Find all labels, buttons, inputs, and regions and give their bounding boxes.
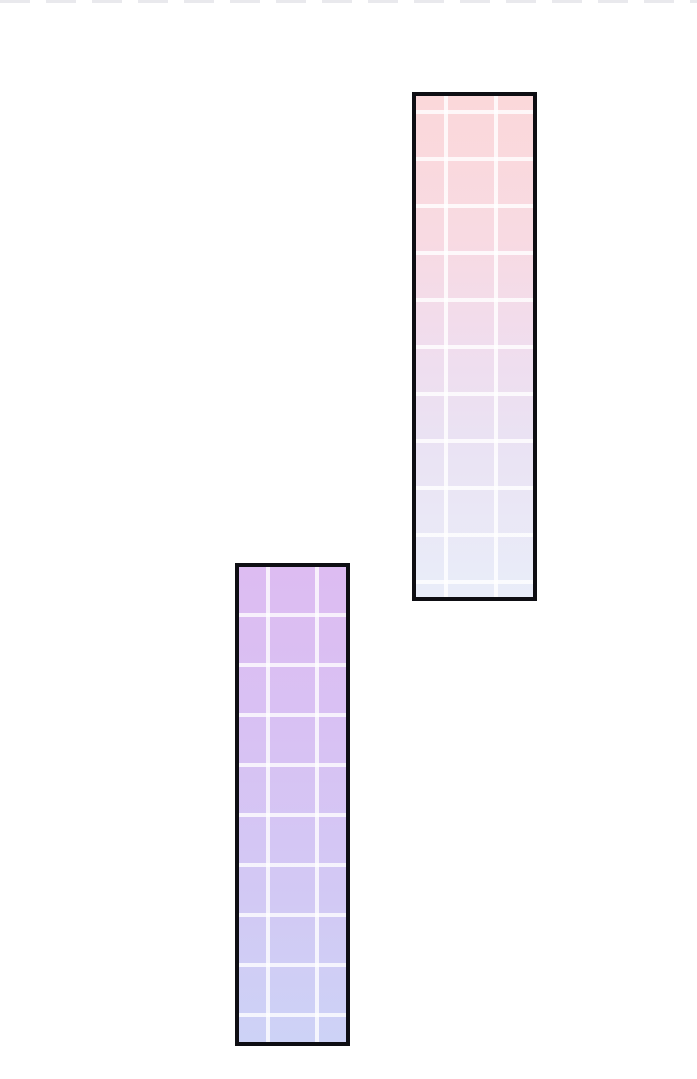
comic-panel-top-right xyxy=(412,92,537,601)
cropped-panel-edge xyxy=(0,0,697,3)
comic-panel-bottom-left xyxy=(235,563,350,1046)
